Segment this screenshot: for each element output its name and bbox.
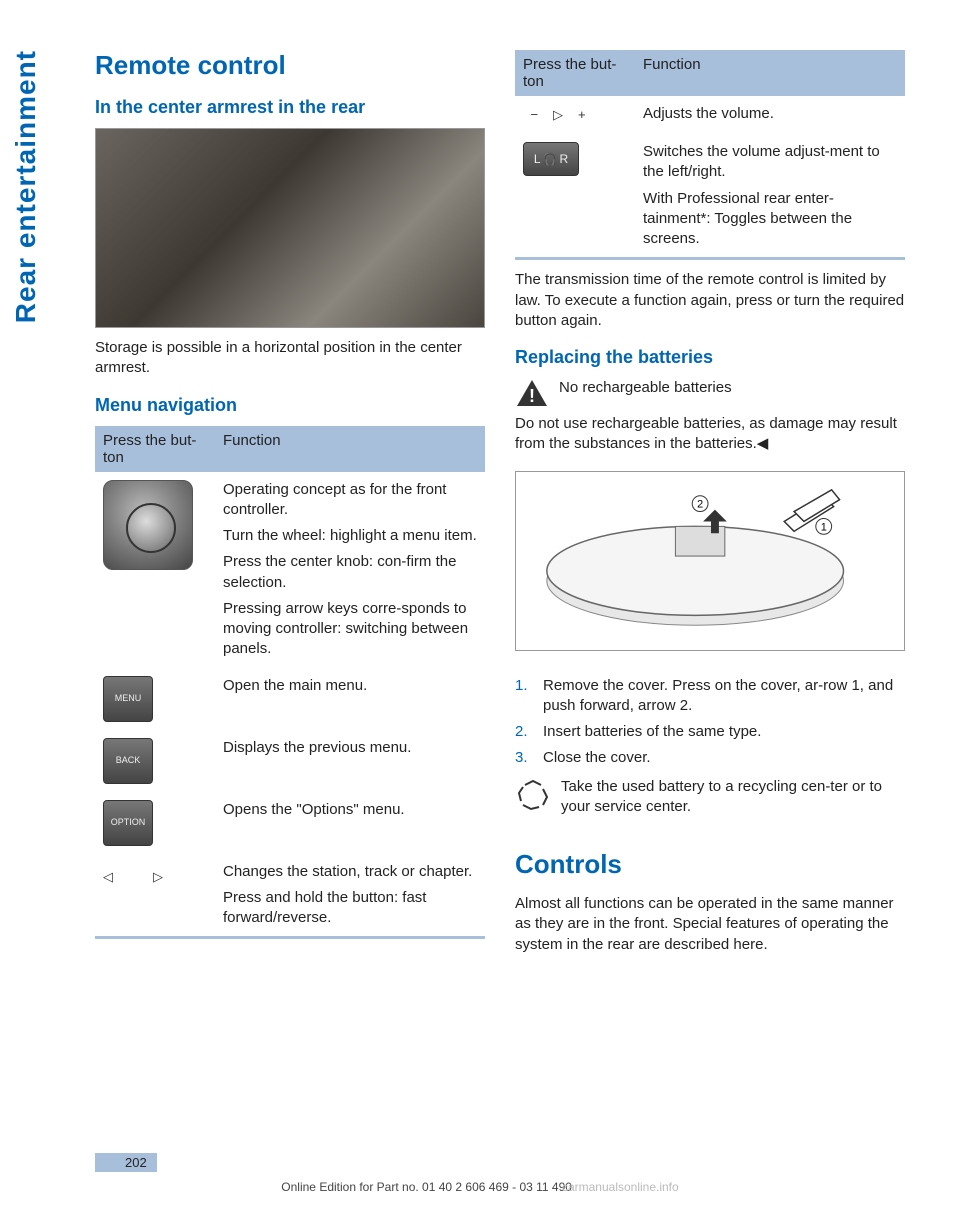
svg-text:1: 1 [821, 521, 827, 533]
svg-text:2: 2 [697, 498, 703, 510]
recycle-text: Take the used battery to a recycling cen… [561, 777, 905, 818]
menu-button-icon: MENU [103, 676, 153, 722]
cell-text: Press and hold the button: fast forward/… [223, 888, 477, 929]
cell-text: With Professional rear enter‐tainment*: … [643, 189, 897, 250]
list-item: 2.Insert batteries of the same type. [515, 722, 905, 742]
list-item: 1.Remove the cover. Press on the cover, … [515, 676, 905, 717]
heading-controls: Controls [515, 849, 905, 880]
footer-edition: Online Edition for Part no. 01 40 2 606 … [281, 1180, 572, 1194]
lr-headphone-icon: L🎧R [523, 142, 579, 176]
th-button: Press the but‐ton [515, 50, 635, 96]
table-row: BACK Displays the previous menu. [95, 730, 485, 792]
table-menu-nav-cont: Press the but‐ton Function −▷+ Adjusts t… [515, 50, 905, 260]
table-row: L🎧R Switches the volume adjust‐ment to t… [515, 134, 905, 259]
warn-body: Do not use rechargeable batteries, as da… [515, 414, 905, 455]
step-text: Close the cover. [543, 748, 651, 768]
list-item: 3.Close the cover. [515, 748, 905, 768]
option-button-icon: OPTION [103, 800, 153, 846]
th-button: Press the but‐ton [95, 426, 215, 472]
subheading-menu-nav: Menu navigation [95, 395, 485, 416]
warning-box: ! No rechargeable batteries [515, 378, 905, 408]
watermark: carmanualsonline.info [562, 1180, 679, 1194]
cell-text: Changes the station, track or chapter. [223, 862, 477, 882]
page-number: 202 [95, 1153, 157, 1172]
table-menu-nav: Press the but‐ton Function Operating con… [95, 426, 485, 940]
warn-title: No rechargeable batteries [559, 378, 905, 398]
section-tab: Rear entertainment [10, 50, 42, 323]
prev-next-arrows-icon: ◁▷ [103, 862, 163, 892]
recycle-icon [515, 777, 551, 813]
step-text: Insert batteries of the same type. [543, 722, 761, 742]
diagram-remote-battery: 2 1 [515, 471, 905, 651]
warning-text: No rechargeable batteries [559, 378, 905, 408]
steps-list: 1.Remove the cover. Press on the cover, … [515, 676, 905, 769]
th-function: Function [215, 426, 485, 472]
recycle-note: Take the used battery to a recycling cen… [515, 777, 905, 826]
cell-text: Adjusts the volume. [643, 104, 897, 124]
warning-triangle-icon: ! [515, 378, 549, 408]
table-row: ◁▷ Changes the station, track or chapter… [95, 854, 485, 938]
volume-icon: −▷+ [523, 104, 593, 126]
caption-storage: Storage is possible in a horizontal posi… [95, 338, 485, 379]
step-text: Remove the cover. Press on the cover, ar… [543, 676, 905, 717]
cell-text: Turn the wheel: highlight a menu item. [223, 526, 477, 546]
cell-text: Press the center knob: con‐firm the sele… [223, 552, 477, 593]
right-column: Press the but‐ton Function −▷+ Adjusts t… [515, 50, 905, 963]
cell-text: Operating concept as for the front contr… [223, 480, 477, 521]
table-row: −▷+ Adjusts the volume. [515, 96, 905, 134]
th-function: Function [635, 50, 905, 96]
left-column: Remote control In the center armrest in … [95, 50, 485, 963]
svg-text:!: ! [529, 386, 535, 406]
para-controls: Almost all functions can be operated in … [515, 894, 905, 955]
footer: Online Edition for Part no. 01 40 2 606 … [0, 1178, 960, 1196]
table-header-row: Press the but‐ton Function [515, 50, 905, 96]
page-content: Remote control In the center armrest in … [95, 50, 905, 963]
subheading-replacing-batteries: Replacing the batteries [515, 347, 905, 368]
back-button-icon: BACK [103, 738, 153, 784]
para-transmission: The transmission time of the remote cont… [515, 270, 905, 331]
cell-text: Opens the "Options" menu. [223, 800, 477, 820]
table-row: Operating concept as for the front contr… [95, 472, 485, 668]
photo-armrest [95, 128, 485, 328]
cell-text: Displays the previous menu. [223, 738, 477, 758]
cell-text: Pressing arrow keys corre‐sponds to movi… [223, 599, 477, 660]
table-row: OPTION Opens the "Options" menu. [95, 792, 485, 854]
subheading-center-armrest: In the center armrest in the rear [95, 97, 485, 118]
heading-remote-control: Remote control [95, 50, 485, 81]
table-row: MENU Open the main menu. [95, 668, 485, 730]
table-header-row: Press the but‐ton Function [95, 426, 485, 472]
wheel-icon [103, 480, 193, 570]
cell-text: Open the main menu. [223, 676, 477, 696]
cell-text: Switches the volume adjust‐ment to the l… [643, 142, 897, 183]
